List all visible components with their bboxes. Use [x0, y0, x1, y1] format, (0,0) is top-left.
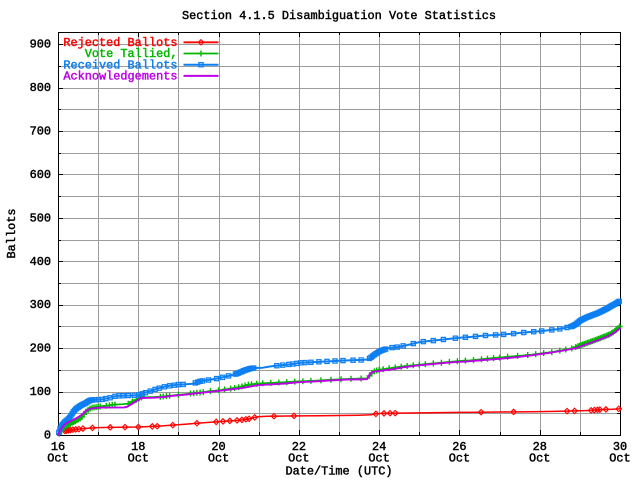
svg-text:Oct: Oct	[288, 452, 309, 466]
svg-text:100: 100	[30, 385, 51, 399]
svg-text:Oct: Oct	[208, 452, 229, 466]
svg-text:Oct: Oct	[449, 452, 470, 466]
svg-text:600: 600	[30, 168, 51, 182]
svg-text:Rejected Ballots: Rejected Ballots	[63, 36, 177, 50]
svg-text:26: 26	[452, 440, 466, 454]
svg-text:Section 4.1.5 Disambiguation V: Section 4.1.5 Disambiguation Vote Statis…	[182, 9, 496, 23]
svg-text:200: 200	[30, 342, 51, 356]
svg-text:Oct: Oct	[47, 452, 68, 466]
svg-text:800: 800	[30, 81, 51, 95]
svg-text:900: 900	[30, 38, 51, 52]
svg-text:400: 400	[30, 255, 51, 269]
svg-text:Oct: Oct	[128, 452, 149, 466]
svg-text:0: 0	[44, 429, 51, 443]
svg-text:Received Ballots: Received Ballots	[63, 58, 177, 72]
svg-text:Oct: Oct	[609, 452, 630, 466]
svg-text:18: 18	[131, 440, 145, 454]
svg-text:28: 28	[533, 440, 547, 454]
svg-text:Acknowledgements: Acknowledgements	[63, 70, 177, 84]
svg-text:Vote Tallied,: Vote Tallied,	[85, 47, 178, 61]
svg-text:Oct: Oct	[529, 452, 550, 466]
svg-text:22: 22	[292, 440, 306, 454]
svg-text:300: 300	[30, 298, 51, 312]
svg-text:24: 24	[372, 440, 386, 454]
svg-text:500: 500	[30, 211, 51, 225]
svg-text:16: 16	[51, 440, 65, 454]
svg-text:Oct: Oct	[368, 452, 389, 466]
svg-text:30: 30	[613, 440, 627, 454]
svg-text:Date/Time (UTC): Date/Time (UTC)	[285, 465, 392, 479]
svg-text:20: 20	[211, 440, 225, 454]
svg-text:700: 700	[30, 125, 51, 139]
svg-text:Ballots: Ballots	[5, 209, 19, 259]
